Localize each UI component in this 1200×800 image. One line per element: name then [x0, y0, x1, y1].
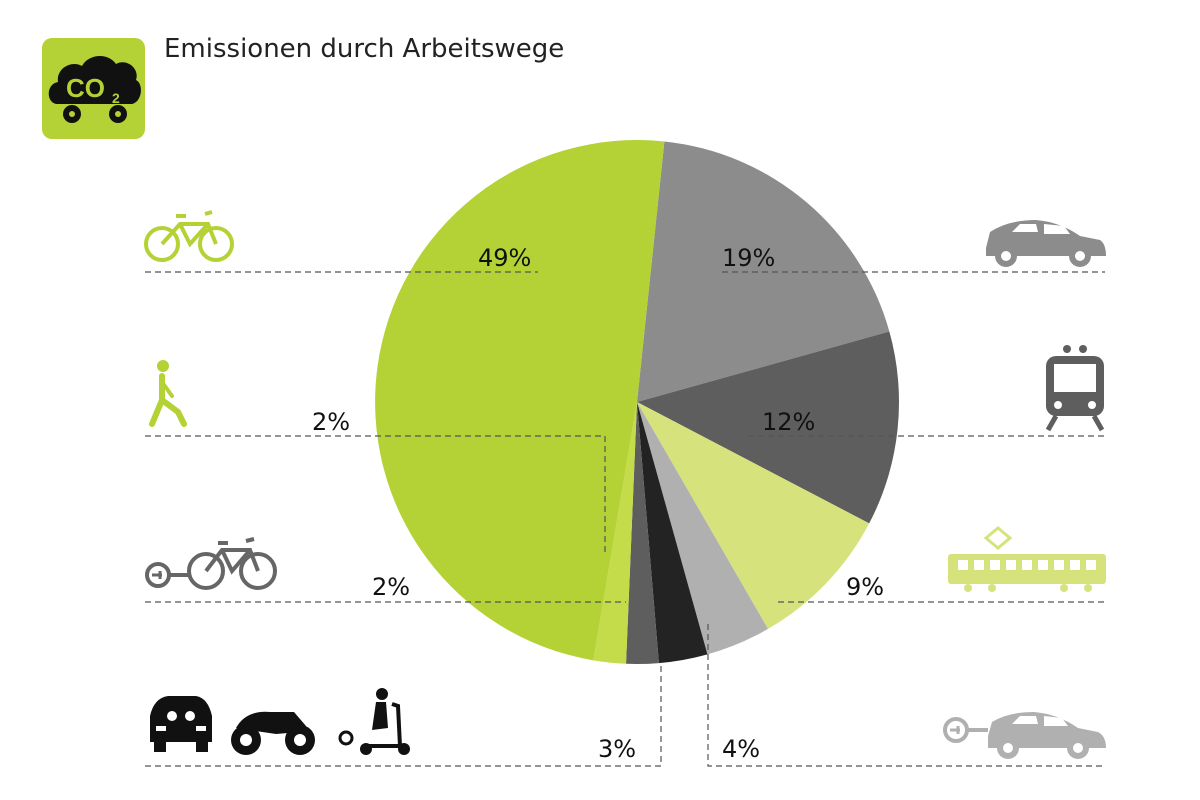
- label-tram: 9%: [846, 573, 884, 601]
- co2-logo: CO 2: [42, 38, 145, 139]
- walking-icon: [149, 360, 187, 427]
- label-bicycle: 49%: [478, 244, 531, 272]
- label-car: 19%: [722, 244, 775, 272]
- pie-slice-e-bike: [626, 402, 659, 664]
- leader-lines: [145, 271, 1105, 767]
- label-train: 12%: [762, 408, 815, 436]
- tram-icon: [948, 526, 1106, 592]
- co2-logo-subscript: 2: [112, 90, 120, 106]
- pie-slice-electric-car: [637, 402, 768, 655]
- car-icon: [986, 220, 1106, 267]
- pie-slice-train: [637, 331, 900, 524]
- leader-line-motorised: [145, 664, 662, 767]
- electric-car-icon: [943, 712, 1106, 759]
- label-e-bike: 2%: [372, 573, 410, 601]
- bicycle-icon: [144, 210, 234, 262]
- co2-logo-text: CO: [66, 73, 105, 103]
- leader-line-walking: [145, 435, 606, 555]
- label-walking: 2%: [312, 408, 350, 436]
- pie-slice-walking: [593, 402, 637, 664]
- chart-title: Emissionen durch Arbeitswege: [164, 34, 565, 64]
- label-motorised: 3%: [598, 735, 636, 763]
- pie-slice-car-motorcycle-scooter: [637, 402, 708, 664]
- co2-car-icon: CO 2: [48, 55, 141, 123]
- car-motorcycle-scooter-icon: [150, 688, 410, 755]
- pie-slice-tram: [637, 402, 870, 629]
- train-icon: [1045, 345, 1105, 432]
- pie-slice-bicycle: [375, 140, 665, 661]
- label-electric-car: 4%: [722, 735, 760, 763]
- leader-line-electric-car: [707, 624, 1105, 767]
- e-bike-icon: [145, 537, 277, 590]
